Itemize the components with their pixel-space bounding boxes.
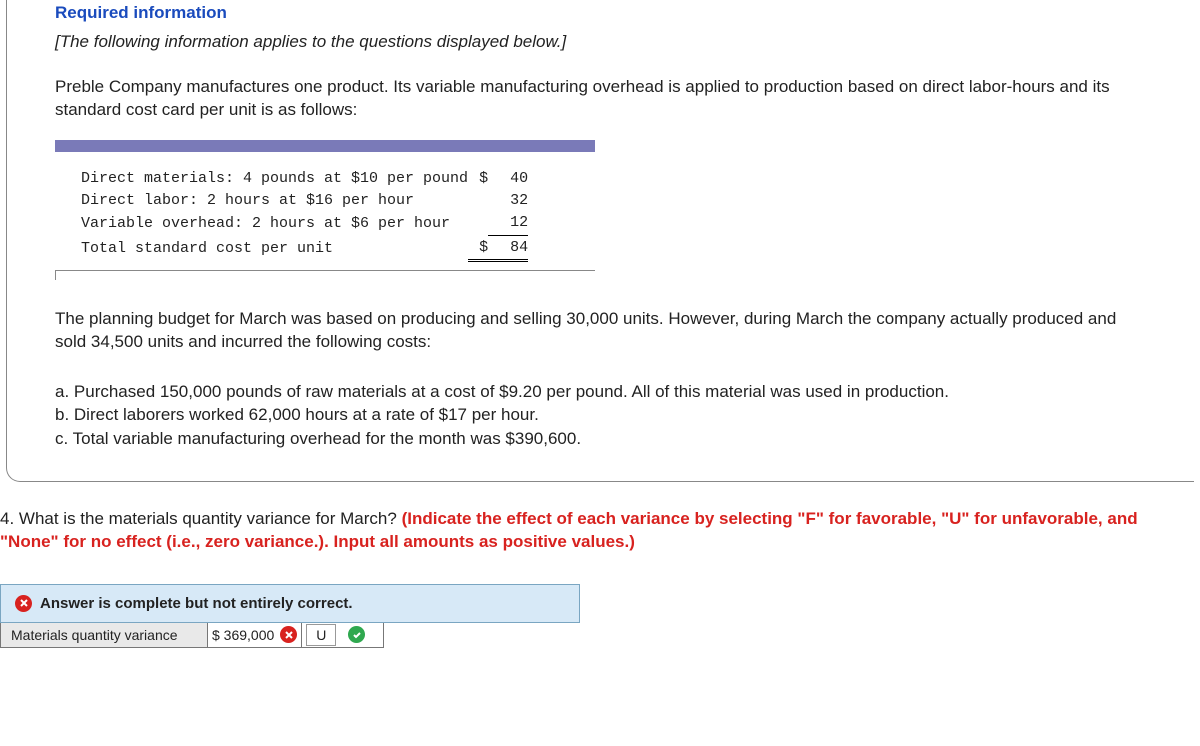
abc-list: a. Purchased 150,000 pounds of raw mater… <box>55 380 1146 451</box>
total-value: 84 <box>488 235 528 260</box>
planning-paragraph: The planning budget for March was based … <box>55 308 1146 354</box>
answer-status-text: Answer is complete but not entirely corr… <box>40 595 353 612</box>
table-row: Variable overhead: 2 hours at $6 per hou… <box>81 212 528 235</box>
abc-item-b: b. Direct laborers worked 62,000 hours a… <box>55 403 1146 427</box>
abc-item-a: a. Purchased 150,000 pounds of raw mater… <box>55 380 1146 404</box>
x-icon <box>15 595 32 612</box>
amount-cell[interactable]: $ 369,000 <box>208 623 302 648</box>
page-root: Required information [The following info… <box>0 0 1200 648</box>
dollar-sign: $ <box>468 168 488 190</box>
required-info-title: Required information <box>55 0 1146 25</box>
amount-input[interactable]: $ 369,000 <box>208 624 278 646</box>
table-total-row: Total standard cost per unit $ 84 <box>81 235 528 260</box>
check-icon <box>348 626 365 643</box>
answer-row: Materials quantity variance $ 369,000 U <box>0 623 384 648</box>
abc-item-c: c. Total variable manufacturing overhead… <box>55 427 1146 451</box>
answer-row-label: Materials quantity variance <box>0 623 208 648</box>
cost-label: Direct labor: 2 hours at $16 per hour <box>81 190 468 212</box>
cost-label: Variable overhead: 2 hours at $6 per hou… <box>81 212 468 235</box>
dollar-sign <box>468 212 488 235</box>
question-text: 4. What is the materials quantity varian… <box>0 509 402 528</box>
cost-value: 40 <box>488 168 528 190</box>
cost-card-table: Direct materials: 4 pounds at $10 per po… <box>81 168 528 262</box>
total-label: Total standard cost per unit <box>81 235 468 260</box>
cost-value: 12 <box>488 212 528 235</box>
dollar-sign: $ <box>468 235 488 260</box>
answer-block: Answer is complete but not entirely corr… <box>0 584 1200 648</box>
fu-cell[interactable]: U <box>302 623 384 648</box>
table-row: Direct labor: 2 hours at $16 per hour 32 <box>81 190 528 212</box>
intro-paragraph: Preble Company manufactures one product.… <box>55 76 1146 122</box>
x-icon <box>280 626 297 643</box>
cost-value: 32 <box>488 190 528 212</box>
required-info-box: Required information [The following info… <box>6 0 1194 482</box>
answer-status-header: Answer is complete but not entirely corr… <box>0 584 580 623</box>
selection-bar <box>55 140 595 152</box>
required-info-subtitle: [The following information applies to th… <box>55 31 1146 54</box>
question-4: 4. What is the materials quantity varian… <box>0 502 1200 560</box>
table-row: Direct materials: 4 pounds at $10 per po… <box>81 168 528 190</box>
cost-label: Direct materials: 4 pounds at $10 per po… <box>81 168 468 190</box>
fu-select[interactable]: U <box>306 624 336 646</box>
dollar-sign <box>468 190 488 212</box>
selection-corner-mark <box>55 270 595 280</box>
